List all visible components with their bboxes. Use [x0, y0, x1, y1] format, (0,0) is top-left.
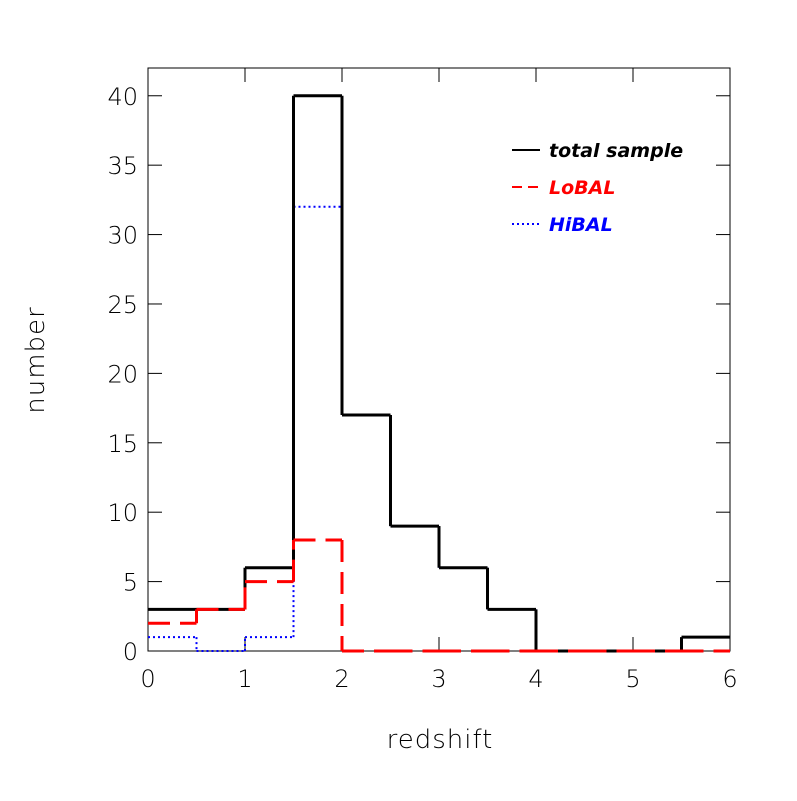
y-tick-label: 0	[123, 638, 138, 666]
legend-label: total sample	[549, 140, 683, 162]
x-tick-label: 0	[140, 665, 155, 693]
x-tick-label: 5	[625, 665, 640, 693]
y-tick-label: 15	[107, 430, 138, 458]
x-tick-label: 4	[528, 665, 543, 693]
y-tick-label: 35	[107, 152, 138, 180]
legend-label: LoBAL	[549, 177, 615, 199]
x-tick-label: 6	[722, 665, 737, 693]
y-tick-label: 20	[107, 360, 138, 388]
y-tick-label: 5	[123, 569, 138, 597]
x-tick-label: 1	[237, 665, 252, 693]
x-tick-label: 2	[334, 665, 349, 693]
y-tick-label: 30	[107, 222, 138, 250]
legend-label: HiBAL	[549, 214, 613, 236]
y-axis-title: number	[21, 306, 51, 413]
x-tick-label: 3	[431, 665, 446, 693]
y-tick-label: 10	[107, 499, 138, 527]
x-axis-title: redshift	[387, 725, 494, 755]
y-tick-label: 40	[107, 83, 138, 111]
y-tick-label: 25	[107, 291, 138, 319]
